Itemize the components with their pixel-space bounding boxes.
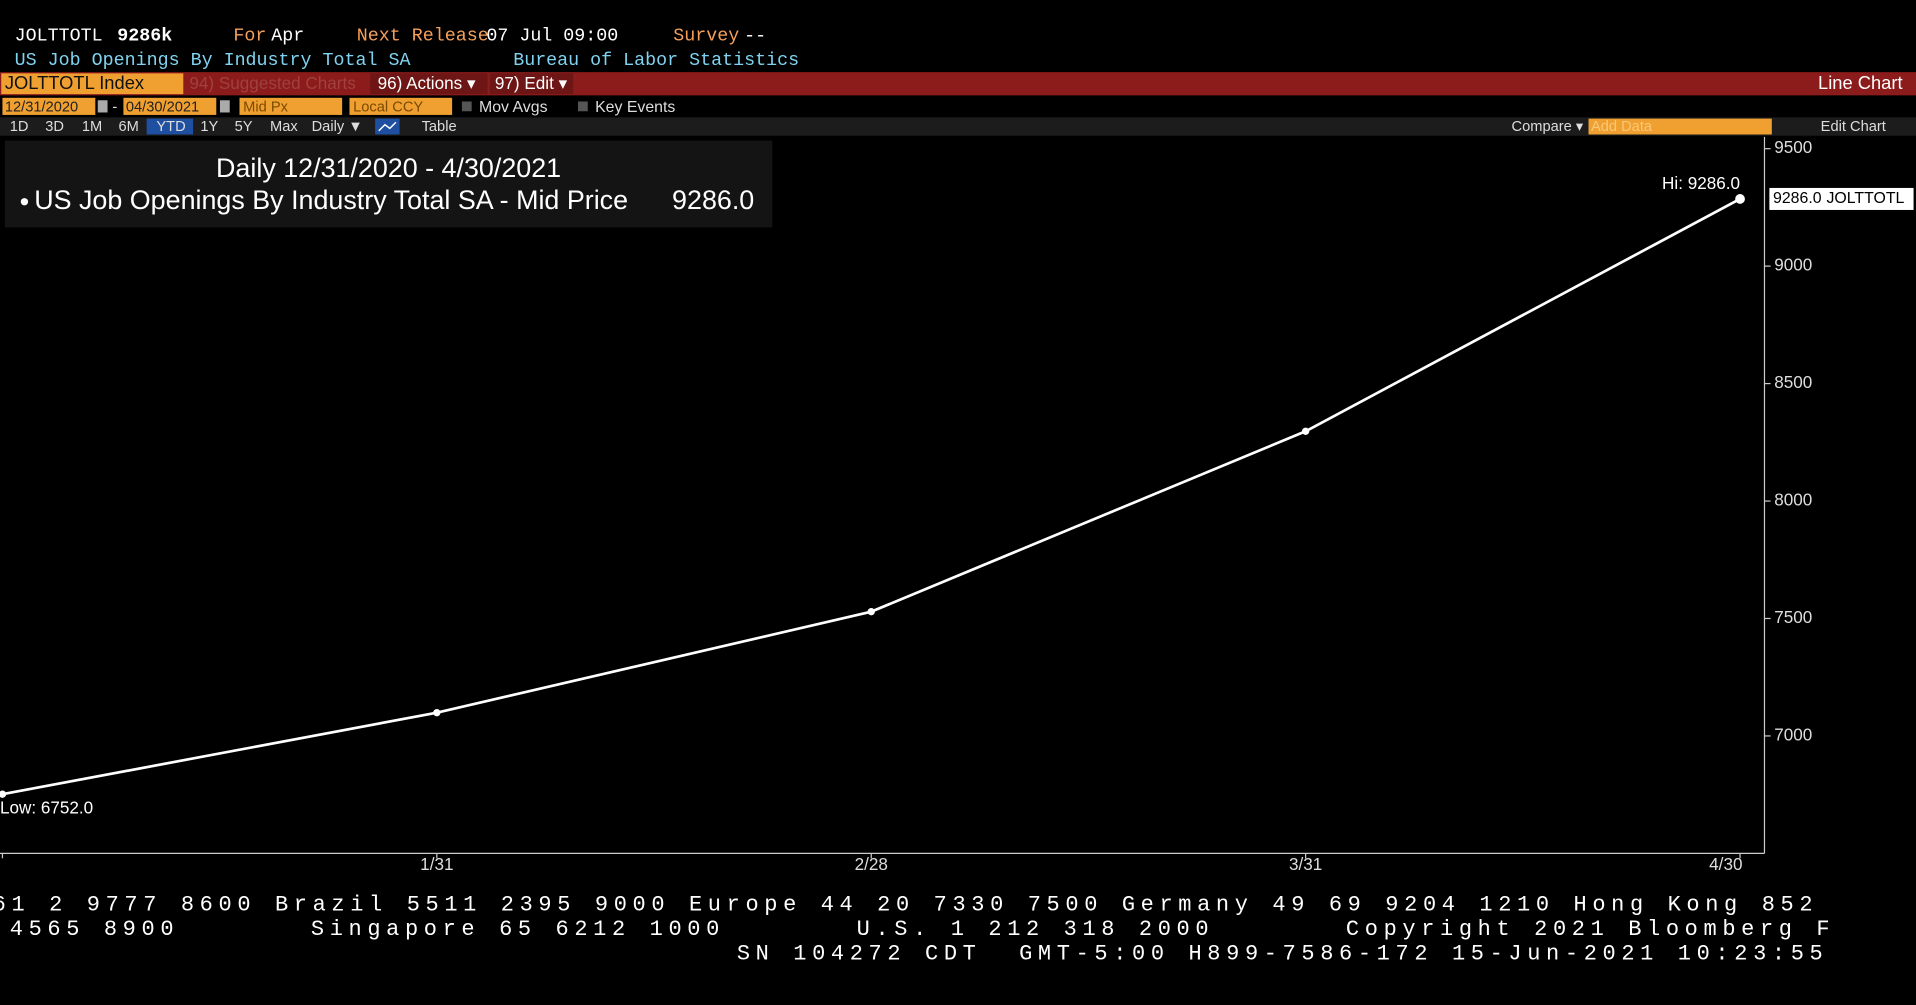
start-date[interactable]: 12/31/2020 [5, 99, 78, 115]
checkbox[interactable] [461, 101, 472, 112]
y-tick-label: 7000 [1774, 725, 1812, 744]
currency-box[interactable] [349, 97, 453, 115]
data-point [1735, 194, 1745, 204]
end-date[interactable]: 04/30/2021 [126, 99, 199, 115]
chart-icon-glyph [378, 121, 397, 132]
period[interactable]: Max [270, 119, 298, 135]
y-tick-label: 7500 [1774, 608, 1812, 627]
series-name: JOLTTOTL [1826, 190, 1904, 207]
for-value: Apr [271, 25, 304, 46]
start-box[interactable] [2, 97, 96, 115]
footer-line: 61 2 9777 8600 Brazil 5511 2395 9000 Eur… [0, 893, 1818, 918]
data-point [433, 709, 441, 717]
data-point [867, 608, 875, 616]
data-point [1301, 427, 1310, 435]
period[interactable]: 3D [45, 119, 64, 135]
period[interactable]: 1D [10, 119, 29, 135]
edit-button[interactable] [489, 73, 574, 95]
compare[interactable]: Compare ▾ [1512, 119, 1584, 135]
next-label: Next Release [357, 25, 489, 46]
suggested-charts[interactable]: 94) Suggested Charts [189, 74, 355, 93]
edit[interactable]: 97) Edit ▾ [495, 74, 568, 93]
for-label: For [233, 25, 266, 46]
y-tick-label: 9500 [1774, 138, 1812, 157]
last-value: 9286k [117, 25, 172, 46]
hi-label: Hi: 9286.0 [1662, 174, 1740, 193]
currency[interactable]: Local CCY [353, 99, 423, 115]
x-tick-label: 4/30 [1709, 855, 1742, 874]
period[interactable]: 1M [82, 119, 102, 135]
ticker: JOLTTOTL [15, 25, 103, 46]
chart-title: Daily 12/31/2020 - 4/30/2021 [216, 153, 561, 183]
security-box[interactable] [1, 73, 184, 95]
x-tick-label: 1/31 [420, 855, 453, 874]
source: Bureau of Labor Statistics [513, 50, 799, 71]
actions[interactable]: 96) Actions ▾ [378, 74, 476, 93]
period[interactable]: 5Y [235, 119, 253, 135]
period-bar [0, 117, 1916, 136]
period[interactable]: YTD [156, 119, 185, 135]
chart-kind: Line Chart [1818, 72, 1903, 93]
edit-chart[interactable]: Edit Chart [1821, 119, 1886, 135]
footer-line: 4565 8900 Singapore 65 6212 1000 U.S. 1 … [10, 917, 1835, 942]
periods: 1D 3D 1M 6M YTD 1Y 5Y Max [10, 118, 298, 135]
security[interactable]: JOLTTOTL Index [5, 72, 144, 93]
field[interactable]: Mid Px [243, 99, 288, 115]
period-active [146, 118, 194, 135]
date-dash: - [112, 99, 117, 115]
legend-box [4, 140, 773, 228]
frequency[interactable]: Daily ▼ [312, 119, 363, 135]
calendar-icon[interactable] [97, 100, 108, 113]
last-value-box [1769, 187, 1914, 210]
add-data[interactable]: Add Data [1591, 119, 1653, 135]
period[interactable]: 6M [119, 119, 139, 135]
legend-entry: US Job Openings By Industry Total SA - M… [34, 185, 628, 215]
add-data-box[interactable] [1588, 118, 1772, 135]
checkbox[interactable] [577, 101, 588, 112]
data-point [0, 790, 7, 798]
legend-value: 9286.0 [672, 185, 754, 215]
survey-value: -- [744, 25, 766, 46]
end-box[interactable] [123, 97, 217, 115]
security-name: US Job Openings By Industry Total SA [15, 50, 411, 71]
plot: 7000 7500 8000 8500 9000 9500 1/31 2/28 3/31 4/30… [0, 136, 1914, 874]
low-label: Low: 6752.0 [0, 798, 93, 817]
period[interactable]: 1Y [200, 119, 218, 135]
field-box[interactable] [239, 97, 343, 115]
last-value: 9286.0 [1773, 190, 1822, 207]
footer-line: SN 104272 CDT GMT-5:00 H899-7586-172 15-… [737, 941, 1829, 966]
x-tick-label: 3/31 [1289, 855, 1322, 874]
survey-label: Survey [673, 25, 739, 46]
legend-bullet [20, 198, 29, 206]
key-events[interactable]: Key Events [595, 99, 675, 116]
y-tick-label: 8000 [1774, 491, 1812, 510]
y-tick-label: 9000 [1774, 256, 1812, 275]
x-tick-label: 2/28 [855, 855, 888, 874]
actions-button[interactable] [370, 73, 488, 95]
last-value-label: 9286.0 JOLTTOTL [1773, 190, 1905, 207]
y-tick-label: 8500 [1774, 373, 1812, 392]
table-button[interactable]: Table [422, 119, 457, 135]
calendar-icon[interactable] [219, 100, 230, 113]
mov-avgs[interactable]: Mov Avgs [479, 99, 548, 116]
next-value: 07 Jul 09:00 [486, 25, 618, 46]
